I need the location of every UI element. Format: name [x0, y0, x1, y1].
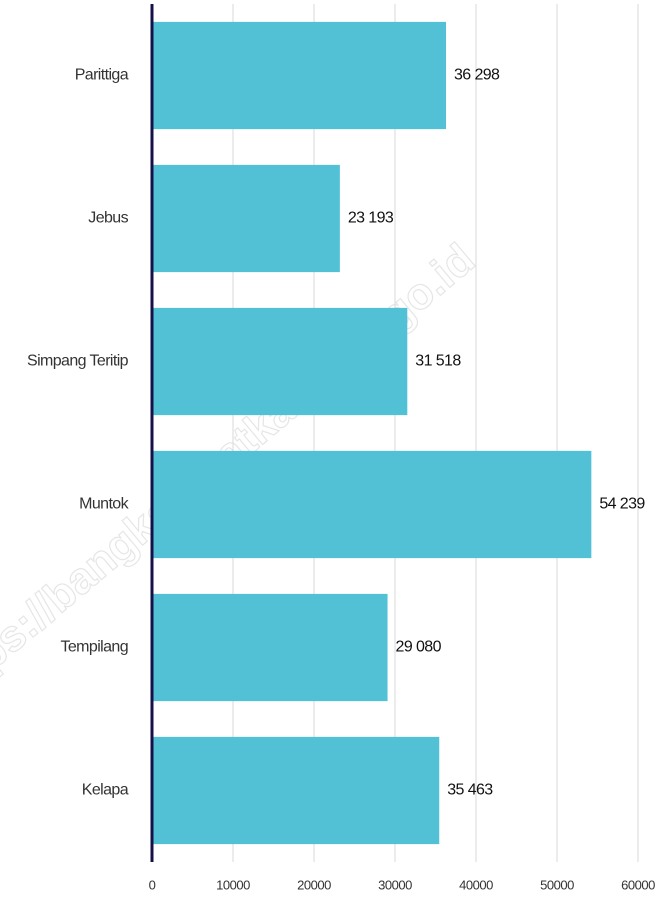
x-tick-label: 60000 — [621, 877, 655, 892]
x-tick-label: 20000 — [297, 877, 331, 892]
value-label: 36 298 — [454, 67, 500, 84]
y-tick-label: Simpang Teritip — [27, 353, 129, 370]
bar — [152, 164, 340, 273]
value-label: 54 239 — [599, 496, 645, 513]
value-label: 29 080 — [396, 639, 442, 656]
x-tick-label: 30000 — [378, 877, 412, 892]
value-label: 35 463 — [447, 782, 493, 799]
value-label: 31 518 — [415, 353, 461, 370]
bar — [152, 307, 408, 416]
bar — [152, 593, 388, 702]
y-tick-label: Tempilang — [60, 639, 128, 656]
x-tick-label: 0 — [149, 877, 156, 892]
y-tick-label: Parittiga — [75, 67, 129, 84]
x-tick-label: 10000 — [216, 877, 250, 892]
bar — [152, 736, 440, 845]
value-label: 23 193 — [348, 210, 394, 227]
bar — [152, 450, 592, 559]
y-tick-label: Jebus — [88, 210, 128, 227]
y-tick-label: Muntok — [79, 496, 129, 513]
bar — [152, 21, 447, 130]
y-tick-label: Kelapa — [82, 782, 129, 799]
x-tick-label: 40000 — [459, 877, 493, 892]
x-tick-label: 50000 — [540, 877, 574, 892]
